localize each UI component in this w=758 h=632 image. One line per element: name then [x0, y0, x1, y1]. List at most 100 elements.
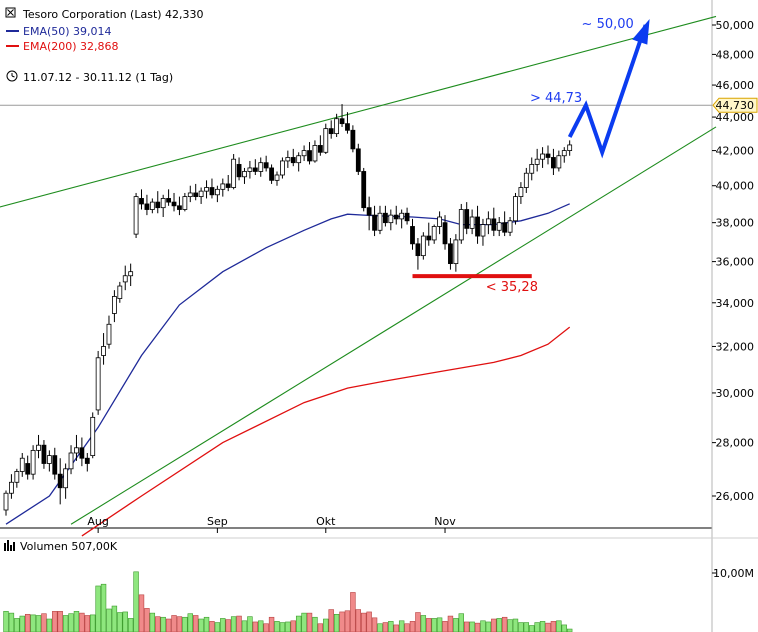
candle	[442, 215, 448, 250]
volume-bar-down	[442, 621, 448, 632]
volume-title: Volumen 507,00K	[20, 540, 118, 553]
candle-body-down	[84, 457, 90, 464]
volume-bar-down	[491, 618, 497, 632]
candle-body-up	[214, 188, 220, 196]
candle	[112, 290, 117, 323]
volume-bar-up	[73, 611, 80, 632]
candle-body-up	[90, 416, 96, 457]
candle-body-down	[328, 128, 334, 135]
candle-body-up	[301, 150, 307, 157]
candle-body-up	[323, 128, 329, 153]
volume-bar-up	[258, 620, 264, 632]
volume-bar-up	[241, 620, 248, 632]
candle-body-up	[36, 444, 41, 451]
volume-bar-down	[404, 623, 410, 632]
candle-body-up	[567, 144, 573, 151]
candle-body-down	[361, 171, 367, 209]
volume-bar-down	[371, 617, 378, 632]
chart-title: Tesoro Corporation (Last) 42,330	[22, 8, 204, 21]
candle	[30, 445, 36, 480]
price-tick-label: 30,000	[716, 387, 755, 400]
price-tick-label: 46,000	[716, 79, 755, 92]
candle	[3, 490, 9, 516]
volume-bars-icon	[4, 540, 15, 551]
candle	[258, 157, 264, 177]
candle	[95, 350, 101, 415]
volume-bar-down	[41, 613, 47, 632]
volume-bar-up	[62, 615, 69, 632]
candle-body-down	[41, 444, 47, 464]
candle-body-down	[442, 222, 448, 245]
candle-body-up	[112, 296, 117, 314]
price-marker-box	[712, 97, 758, 113]
candle	[464, 202, 470, 235]
candle-body-up	[242, 171, 247, 178]
candle	[361, 167, 367, 212]
volume-bar-up	[529, 625, 535, 632]
candle	[345, 112, 350, 134]
volume-bar-up	[203, 616, 210, 632]
candle	[523, 167, 529, 193]
volume-bar-down	[193, 615, 199, 632]
candle-body-down	[464, 209, 470, 229]
volume-bar-down	[225, 619, 231, 632]
candle	[355, 143, 361, 175]
price-tick-label: 38,000	[716, 217, 755, 230]
volume-bar-down	[24, 613, 31, 632]
candle-body-up	[68, 452, 74, 470]
candle-body-down	[209, 187, 215, 196]
price-tick-label: 48,000	[716, 48, 755, 61]
projection-high-label: > 44,73	[530, 91, 582, 106]
volume-bar-down	[209, 621, 215, 632]
candle	[220, 178, 226, 197]
candle-body-down	[355, 148, 361, 172]
candle	[247, 160, 253, 179]
candle	[458, 203, 464, 244]
volume-tick-label: 10,00M	[713, 567, 754, 580]
volume-bar-down	[550, 621, 557, 632]
volume-bar-down	[79, 612, 85, 632]
volume-bar-up	[214, 622, 221, 632]
volume-bar-up	[453, 618, 459, 632]
volume-bar-up	[323, 618, 329, 632]
candle-body-up	[106, 323, 112, 345]
candle	[236, 157, 242, 181]
candle	[307, 142, 312, 165]
candle-body-down	[366, 207, 372, 216]
price-tick-label: 28,000	[716, 437, 755, 450]
candle	[372, 205, 377, 237]
candle	[513, 192, 518, 225]
candle-body-down	[415, 243, 421, 257]
candle-body-down	[269, 167, 274, 181]
close-icon[interactable]	[5, 7, 16, 18]
time-tick-label: Nov	[434, 515, 456, 528]
candle	[198, 187, 204, 204]
volume-bar-down	[415, 612, 421, 632]
candle	[160, 194, 166, 218]
volume-bar-up	[485, 621, 492, 632]
volume-bar-down	[176, 616, 183, 632]
candle	[296, 152, 302, 172]
volume-bar-down	[171, 615, 177, 632]
volume-bar-up	[14, 618, 20, 632]
volume-bar-down	[328, 609, 334, 632]
candle	[485, 211, 491, 235]
ema50-legend-label: EMA(50) 39,014	[23, 25, 112, 38]
candle-body-down	[139, 198, 144, 205]
volume-bar-down	[165, 618, 172, 632]
candle-body-down	[290, 157, 296, 164]
volume-header: Volumen 507,00K	[4, 540, 118, 553]
volume-bar-down	[409, 621, 416, 632]
candle	[274, 171, 280, 186]
candle	[280, 157, 285, 179]
price-marker: 44,730	[712, 97, 758, 113]
volume-bar-down	[339, 611, 345, 632]
candle	[534, 148, 540, 172]
volume-bar-up	[3, 611, 9, 632]
candle	[453, 234, 459, 272]
volume-bar-down	[426, 618, 432, 632]
volume-panel: 10,00M	[3, 567, 754, 632]
volume-bar-up	[561, 624, 567, 632]
candle-body-down	[475, 216, 480, 237]
